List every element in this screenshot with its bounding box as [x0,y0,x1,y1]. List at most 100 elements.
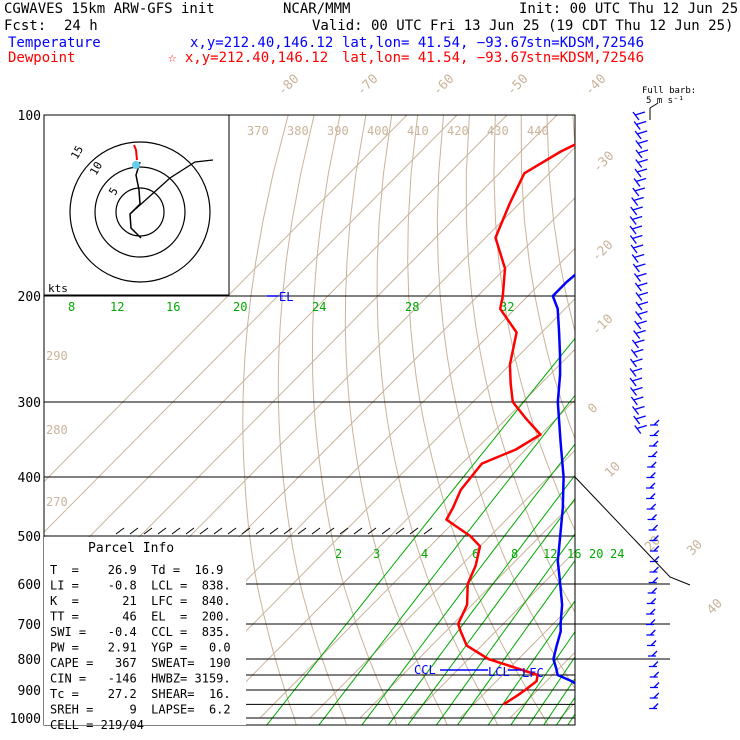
level-label: CCL [414,663,436,677]
wind-barb [646,619,656,626]
dry-adiabat-label: 290 [46,349,68,363]
isotherm-label: -10 [589,312,616,339]
wind-barb [630,396,644,406]
pressure-tick-label: 300 [18,396,41,411]
hodograph-units: kts [48,282,68,295]
temperature-latlon: lat,lon= 41.54, −93.67 [342,35,528,51]
wind-barb [632,111,646,121]
dry-adiabat-line [546,115,575,333]
hodograph-ring [94,166,186,258]
pressure-tick-label: 900 [18,684,41,699]
dewpoint-profile [445,143,575,706]
level-tick-mark [213,527,223,535]
isotherm-label: 0 [585,401,601,417]
isotherm-line [44,115,508,584]
wind-barb [647,461,657,468]
parcel-info-row: CIN = -146 HWBZ= 3159. [50,672,231,686]
mixing-ratio-line [318,394,575,725]
isotherm-line [559,702,575,719]
mixing-ratio-label: 8 [511,547,518,561]
dry-adiabat-line [436,115,575,690]
wind-barb [633,120,647,130]
parcel-info-row: Tc = 27.2 SHEAR= 16. [50,687,231,701]
wind-barb [633,177,647,187]
wind-barb [649,430,660,437]
dry-adiabat-line [376,115,499,725]
dewpoint-station: stn=KDSM,72546 [526,50,645,66]
pressure-tick-label: 500 [18,530,41,545]
mixing-ratio-line [361,443,575,725]
hodograph-frame [43,114,230,296]
level-tick-mark [339,527,349,535]
wind-barb [646,482,656,489]
wind-barb [633,329,646,339]
parcel-info-background [44,537,246,725]
parcel-info-row: T = 26.9 Td = 16.9 [50,563,223,577]
isotherm-line [459,601,575,719]
wind-barb [647,514,658,521]
storm-marker-icon [132,161,140,169]
wind-barb [649,671,660,678]
wind-barb [629,377,643,387]
wind-barb [650,419,660,426]
level-tick-mark [297,527,307,535]
hodograph-upper-segment [133,144,138,161]
level-tick-mark [423,527,433,535]
pressure-tick-label: 200 [18,290,41,305]
wind-barb [631,196,644,206]
wind-barb [648,650,658,657]
wind-barb [649,682,660,689]
wind-barb [632,263,646,273]
isotherm-label: 30 [684,537,706,559]
wind-barb [649,545,660,552]
isotherm-label: -80 [275,72,302,99]
isotherm-label: 10 [602,459,624,481]
parcel-info-row: SREH = 9 LAPSE= 6.2 [50,703,231,717]
wind-barb [646,503,657,510]
dry-adiabat-line [676,115,740,732]
hodograph-ring [69,141,211,283]
pressure-tick-label: 1000 [10,712,41,727]
level-tick-mark [269,527,279,535]
mixing-ratio-line [555,696,575,725]
wind-barb [649,703,659,710]
isotherm-label: -20 [589,238,616,265]
mixing-ratio-label: 24 [610,547,624,561]
barb-key-flag [649,102,659,109]
isotherm-line [44,115,408,483]
dry-adiabat-label: 280 [46,423,68,437]
mixing-ratio-label: 6 [472,547,479,561]
dry-adiabat-label: 370 [247,124,269,138]
wind-barb [629,225,643,235]
parcel-info-row: TT = 46 EL = 200. [50,610,231,624]
dry-adiabat-line [651,115,740,732]
level-label: LFC [522,666,544,680]
dewpoint-legend: Dewpoint [8,50,76,66]
mixing-ratio-label: 24 [312,300,326,314]
storm-motion-vector [129,159,214,215]
temperature-xy: x,y=212.40,146.12 [190,35,334,51]
isotherm-label: -50 [504,72,531,99]
level-tick-mark [311,527,321,535]
isotherm-label: -30 [590,149,617,176]
temperature-legend: Temperature [8,35,101,51]
wind-barb [629,215,643,225]
isotherm-line [309,449,575,719]
pressure-tick-label: 700 [18,618,41,633]
valid-time: Valid: 00 UTC Fri 13 Jun 25 (19 CDT Thu … [312,18,734,34]
temperature-profile [551,273,575,685]
dry-adiabat-label: 430 [487,124,509,138]
wind-barb [631,339,645,349]
wind-barb [631,405,645,415]
wind-barb [630,206,643,216]
wind-barb [630,244,644,254]
barb-key-line1: Full barb: [642,86,696,96]
dry-adiabat-line [599,115,740,732]
mixing-ratio-line [528,656,575,725]
level-tick-mark [381,527,391,535]
parcel-info-row: LI = -0.8 LCL = 838. [50,579,231,593]
parcel-level-labels: EL CCL LCL LFC [267,290,544,680]
isotherm-line [660,115,740,718]
